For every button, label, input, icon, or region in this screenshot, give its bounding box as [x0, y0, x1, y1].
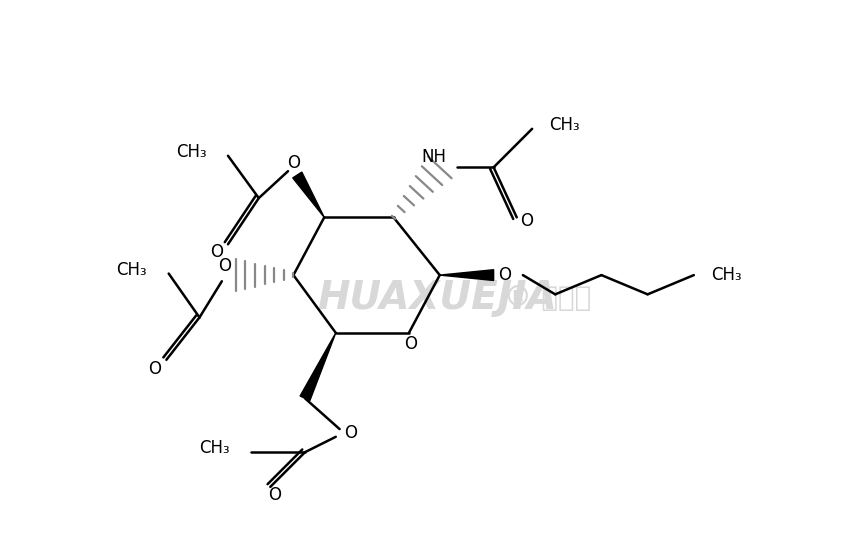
Text: CH₃: CH₃ — [711, 266, 741, 284]
Text: O: O — [521, 212, 533, 230]
Text: CH₃: CH₃ — [176, 143, 206, 161]
Text: O: O — [210, 243, 223, 261]
Text: O: O — [404, 335, 417, 353]
Text: O: O — [498, 266, 511, 284]
Text: HUAXUEJIA: HUAXUEJIA — [317, 279, 556, 317]
Text: CH₃: CH₃ — [117, 261, 147, 279]
Text: CH₃: CH₃ — [199, 440, 229, 458]
Text: ® 化学加: ® 化学加 — [504, 284, 591, 312]
Polygon shape — [300, 333, 336, 400]
Text: O: O — [344, 424, 357, 442]
Text: O: O — [268, 486, 280, 503]
Text: CH₃: CH₃ — [549, 116, 579, 134]
Text: O: O — [287, 155, 300, 172]
Text: NH: NH — [421, 147, 446, 166]
Text: O: O — [218, 257, 232, 275]
Polygon shape — [293, 172, 325, 217]
Text: O: O — [148, 360, 161, 378]
Polygon shape — [440, 270, 493, 281]
